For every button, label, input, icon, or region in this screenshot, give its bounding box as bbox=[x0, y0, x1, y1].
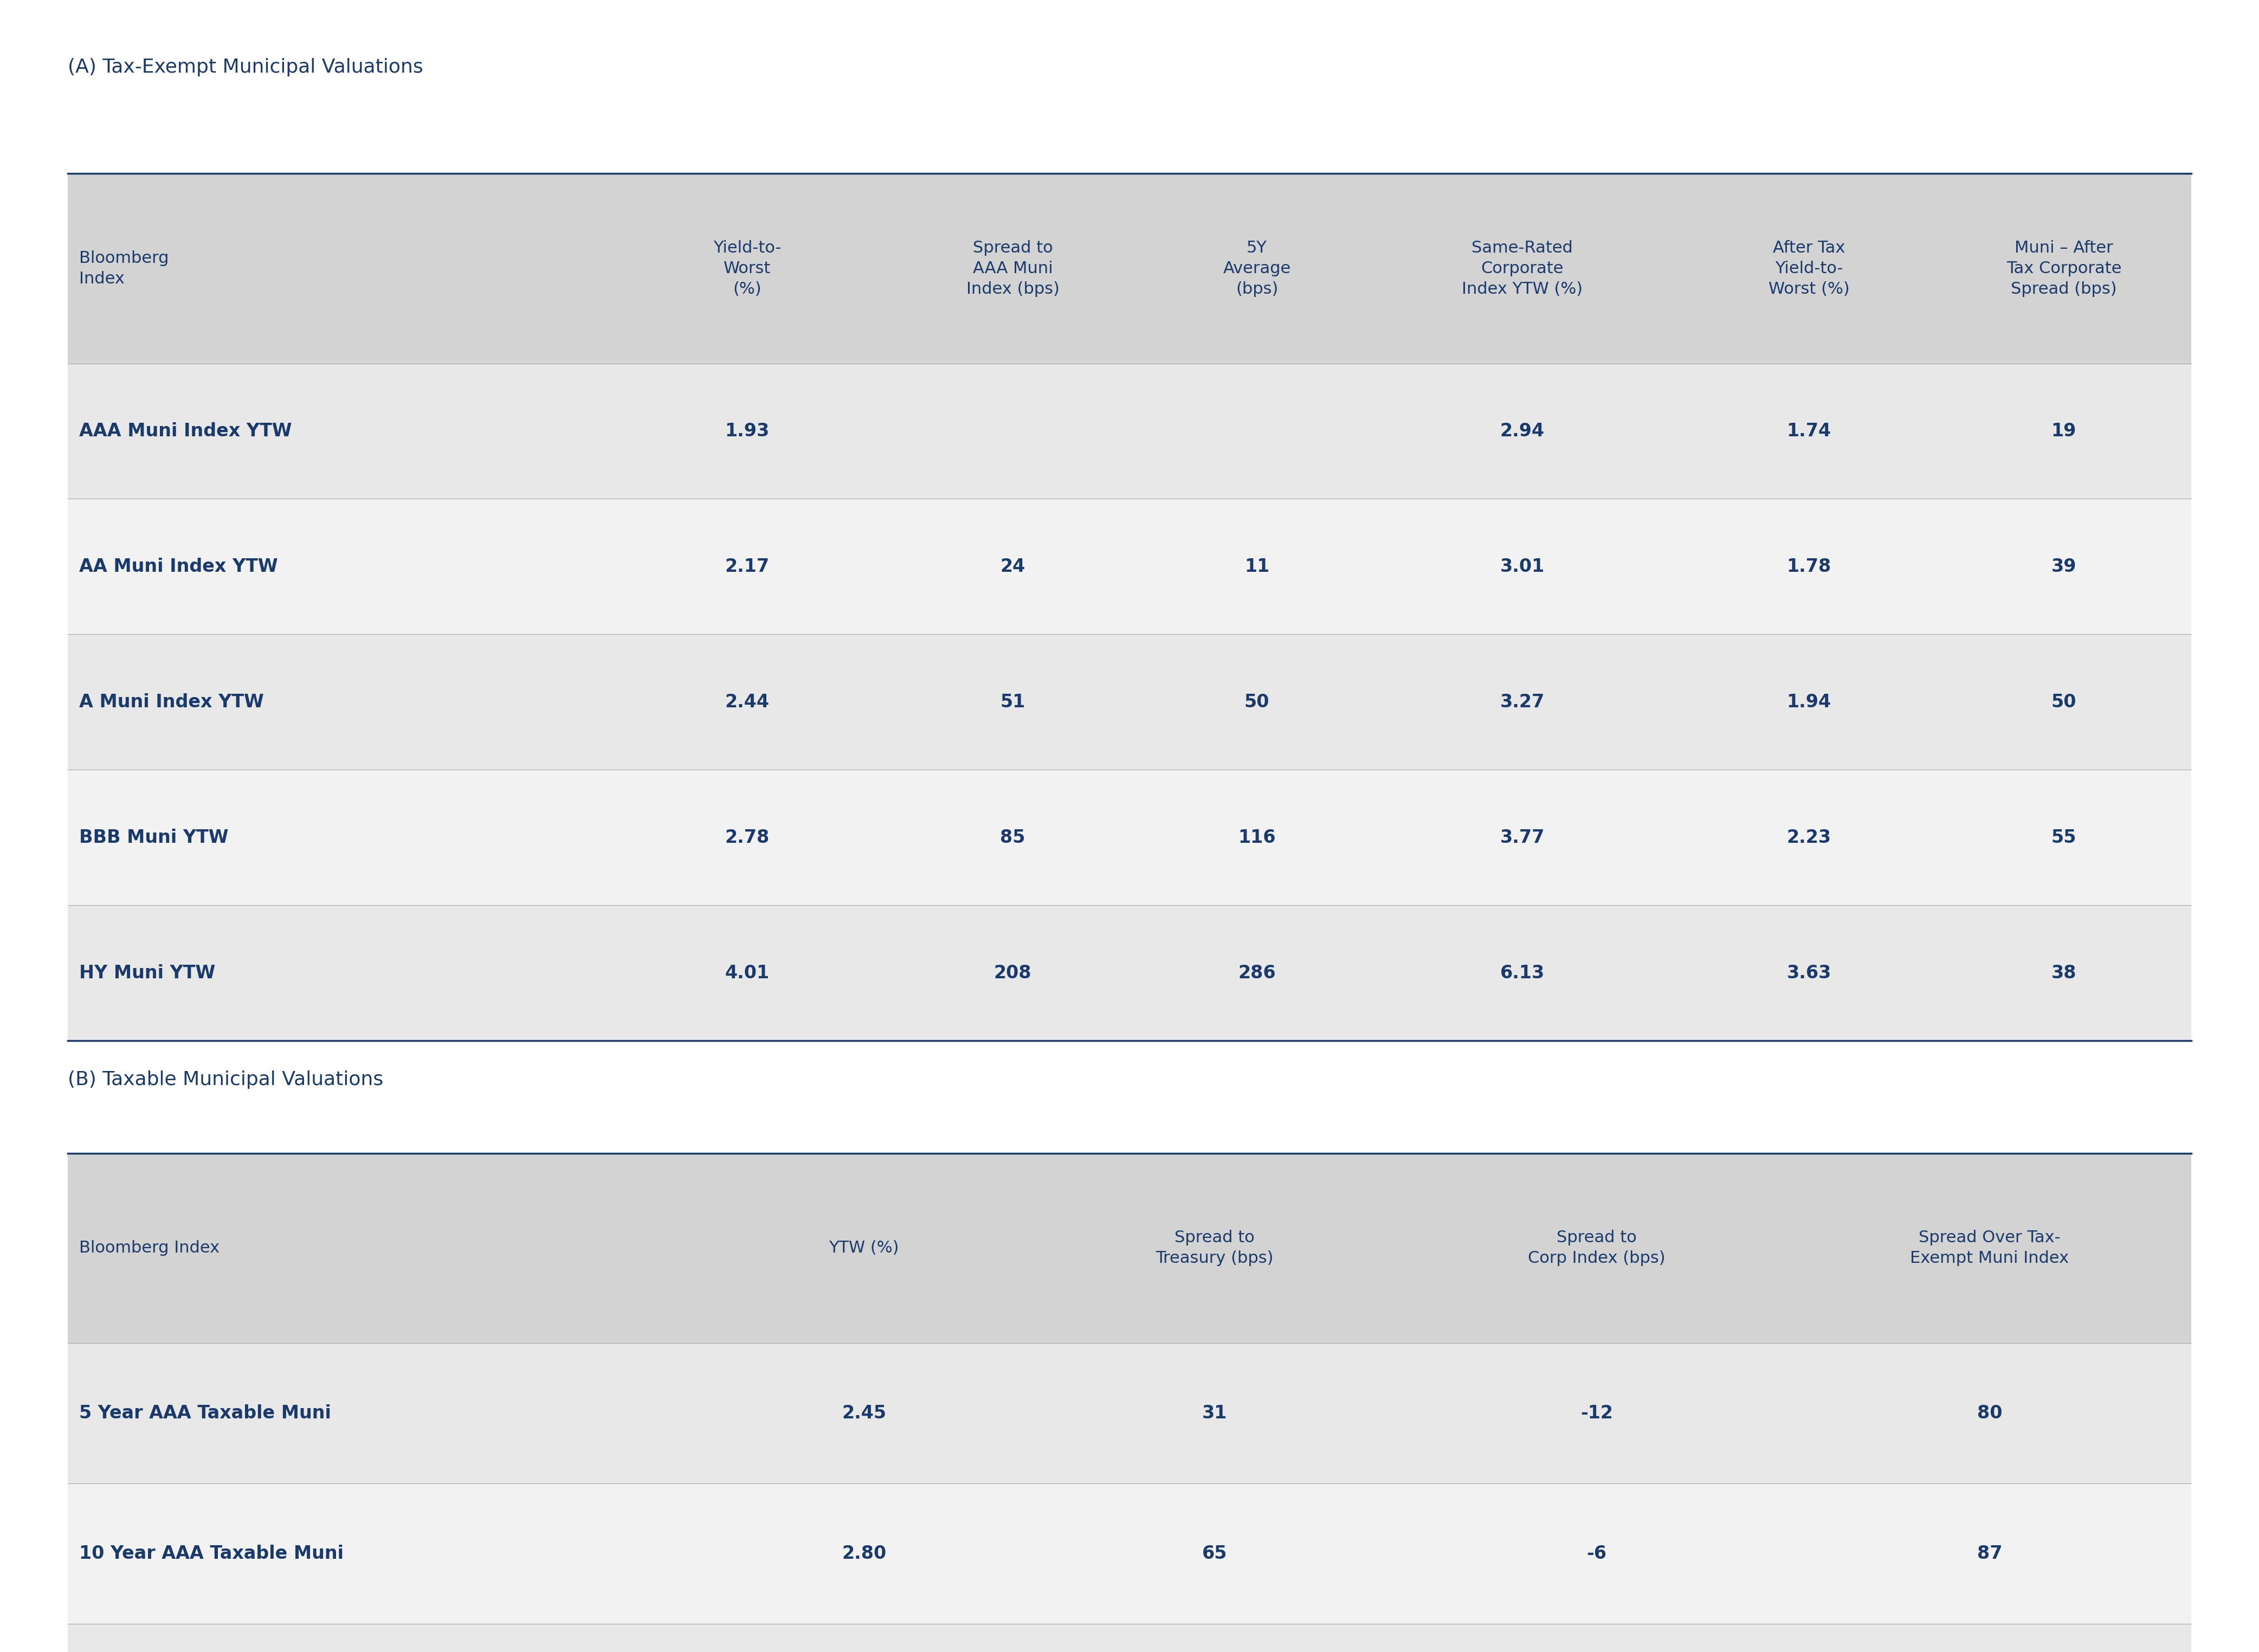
Text: 5Y
Average
(bps): 5Y Average (bps) bbox=[1222, 240, 1290, 297]
Text: BBB Muni YTW: BBB Muni YTW bbox=[79, 829, 228, 846]
Bar bbox=[68, 634, 2191, 770]
Bar bbox=[68, 173, 2191, 363]
Text: Spread Over Tax-
Exempt Muni Index: Spread Over Tax- Exempt Muni Index bbox=[1911, 1229, 2069, 1267]
Text: 80: 80 bbox=[1977, 1404, 2001, 1422]
Text: 2.23: 2.23 bbox=[1787, 829, 1832, 846]
Text: 4.01: 4.01 bbox=[725, 965, 770, 981]
Text: 6.13: 6.13 bbox=[1500, 965, 1545, 981]
Text: 31: 31 bbox=[1202, 1404, 1227, 1422]
Text: 2.45: 2.45 bbox=[843, 1404, 886, 1422]
Text: (B) Taxable Municipal Valuations: (B) Taxable Municipal Valuations bbox=[68, 1070, 384, 1089]
Text: 11: 11 bbox=[1245, 558, 1270, 575]
Text: 1.74: 1.74 bbox=[1787, 423, 1832, 439]
Text: 1.94: 1.94 bbox=[1787, 694, 1832, 710]
Text: 2.17: 2.17 bbox=[725, 558, 770, 575]
Bar bbox=[68, 1624, 2191, 1652]
Text: YTW (%): YTW (%) bbox=[829, 1241, 899, 1256]
Bar bbox=[68, 1343, 2191, 1483]
Bar bbox=[68, 770, 2191, 905]
Text: 2.94: 2.94 bbox=[1500, 423, 1545, 439]
Text: HY Muni YTW: HY Muni YTW bbox=[79, 965, 215, 981]
Text: 50: 50 bbox=[2051, 694, 2076, 710]
Text: 3.01: 3.01 bbox=[1500, 558, 1545, 575]
Text: 208: 208 bbox=[994, 965, 1032, 981]
Text: 116: 116 bbox=[1238, 829, 1276, 846]
Text: (A) Tax-Exempt Municipal Valuations: (A) Tax-Exempt Municipal Valuations bbox=[68, 58, 422, 76]
Text: 2.80: 2.80 bbox=[843, 1545, 886, 1563]
Text: 19: 19 bbox=[2051, 423, 2076, 439]
Bar bbox=[68, 905, 2191, 1041]
Text: 24: 24 bbox=[1001, 558, 1026, 575]
Text: A Muni Index YTW: A Muni Index YTW bbox=[79, 694, 264, 710]
Text: 3.63: 3.63 bbox=[1787, 965, 1832, 981]
Bar bbox=[68, 499, 2191, 634]
Text: -6: -6 bbox=[1586, 1545, 1606, 1563]
Bar bbox=[68, 1483, 2191, 1624]
Text: Spread to
Corp Index (bps): Spread to Corp Index (bps) bbox=[1527, 1229, 1665, 1267]
Text: 85: 85 bbox=[1001, 829, 1026, 846]
Text: 1.78: 1.78 bbox=[1787, 558, 1832, 575]
Text: After Tax
Yield-to-
Worst (%): After Tax Yield-to- Worst (%) bbox=[1769, 240, 1850, 297]
Text: Yield-to-
Worst
(%): Yield-to- Worst (%) bbox=[714, 240, 782, 297]
Text: 5 Year AAA Taxable Muni: 5 Year AAA Taxable Muni bbox=[79, 1404, 332, 1422]
Text: Spread to
Treasury (bps): Spread to Treasury (bps) bbox=[1157, 1229, 1274, 1267]
Text: Bloomberg
Index: Bloomberg Index bbox=[79, 249, 169, 287]
Text: AA Muni Index YTW: AA Muni Index YTW bbox=[79, 558, 278, 575]
Text: 2.44: 2.44 bbox=[725, 694, 770, 710]
Text: AAA Muni Index YTW: AAA Muni Index YTW bbox=[79, 423, 291, 439]
Text: Bloomberg Index: Bloomberg Index bbox=[79, 1241, 219, 1256]
Text: 38: 38 bbox=[2051, 965, 2076, 981]
Text: 87: 87 bbox=[1977, 1545, 2001, 1563]
Text: 10 Year AAA Taxable Muni: 10 Year AAA Taxable Muni bbox=[79, 1545, 343, 1563]
Text: 39: 39 bbox=[2051, 558, 2076, 575]
Text: Muni – After
Tax Corporate
Spread (bps): Muni – After Tax Corporate Spread (bps) bbox=[2006, 240, 2121, 297]
Text: Spread to
AAA Muni
Index (bps): Spread to AAA Muni Index (bps) bbox=[967, 240, 1059, 297]
Text: Same-Rated
Corporate
Index YTW (%): Same-Rated Corporate Index YTW (%) bbox=[1462, 240, 1584, 297]
Text: 1.93: 1.93 bbox=[725, 423, 770, 439]
Text: 3.27: 3.27 bbox=[1500, 694, 1545, 710]
Text: 2.78: 2.78 bbox=[725, 829, 770, 846]
Text: 55: 55 bbox=[2051, 829, 2076, 846]
Text: 65: 65 bbox=[1202, 1545, 1227, 1563]
Text: 51: 51 bbox=[1001, 694, 1026, 710]
Text: -12: -12 bbox=[1581, 1404, 1613, 1422]
Text: 50: 50 bbox=[1245, 694, 1270, 710]
Bar bbox=[68, 1153, 2191, 1343]
Text: 286: 286 bbox=[1238, 965, 1276, 981]
Text: 3.77: 3.77 bbox=[1500, 829, 1545, 846]
Bar bbox=[68, 363, 2191, 499]
